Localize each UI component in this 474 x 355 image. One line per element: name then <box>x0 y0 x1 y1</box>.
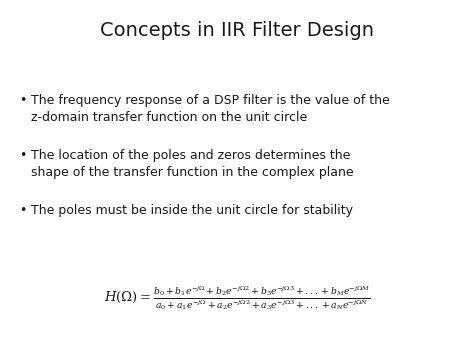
Text: •: • <box>18 149 26 162</box>
Text: Concepts in IIR Filter Design: Concepts in IIR Filter Design <box>100 21 374 40</box>
Text: •: • <box>18 204 26 217</box>
Text: $H(\Omega) = \frac{b_0 + b_1 e^{-j\Omega} + b_2 e^{-j\Omega 2} + b_3 e^{-j\Omega: $H(\Omega) = \frac{b_0 + b_1 e^{-j\Omega… <box>104 284 370 312</box>
Text: The location of the poles and zeros determines the
shape of the transfer functio: The location of the poles and zeros dete… <box>31 149 354 179</box>
Text: •: • <box>18 94 26 107</box>
Text: The frequency response of a DSP filter is the value of the
z-domain transfer fun: The frequency response of a DSP filter i… <box>31 94 390 124</box>
Text: The poles must be inside the unit circle for stability: The poles must be inside the unit circle… <box>31 204 353 217</box>
